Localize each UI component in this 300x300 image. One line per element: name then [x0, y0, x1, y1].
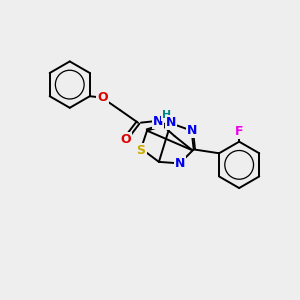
Text: H: H [162, 110, 171, 120]
Text: O: O [97, 91, 108, 104]
Text: F: F [235, 125, 243, 138]
Text: O: O [120, 133, 131, 146]
Text: N: N [153, 115, 164, 128]
Text: N: N [187, 124, 197, 136]
Text: N: N [166, 116, 176, 129]
Text: S: S [136, 143, 146, 157]
Text: N: N [175, 158, 185, 170]
